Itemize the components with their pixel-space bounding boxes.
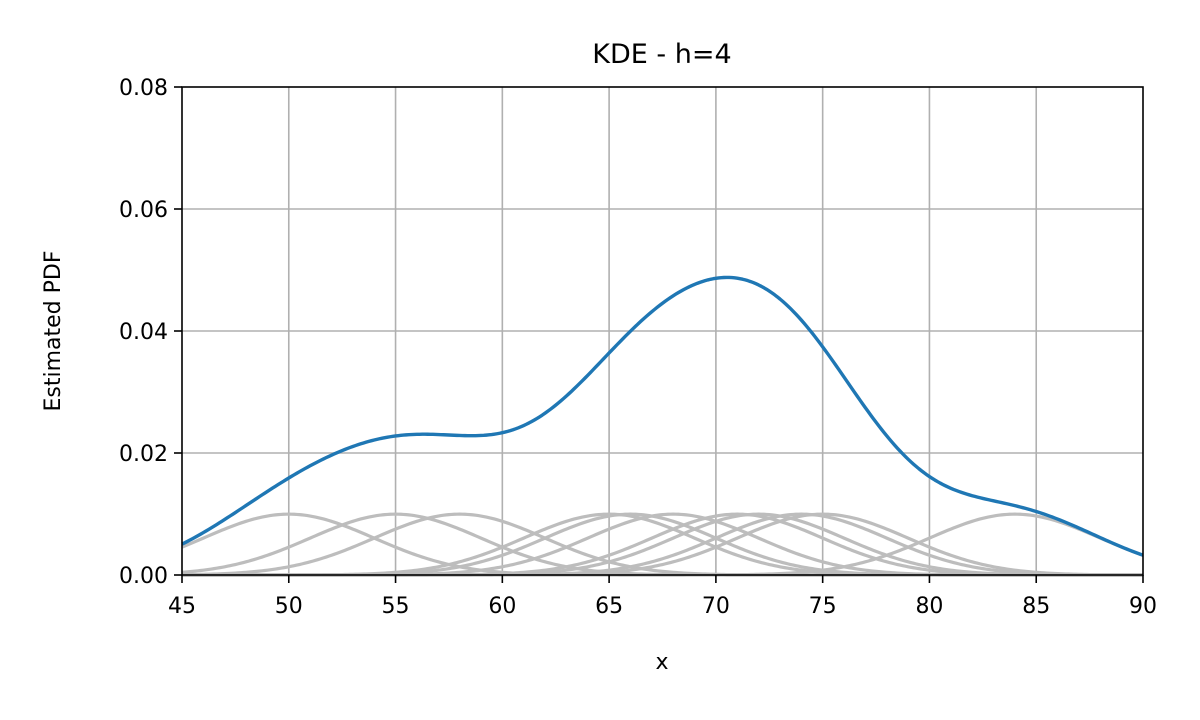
x-tick-label: 80 [915, 594, 943, 619]
y-tick-label: 0.06 [119, 198, 168, 223]
kernel-curves [181, 512, 1144, 577]
kde-curve [181, 275, 1144, 557]
chart-title: KDE - h=4 [592, 39, 731, 70]
y-axis-label: Estimated PDF [41, 251, 66, 412]
x-tick-label: 85 [1022, 594, 1050, 619]
x-tick-label: 45 [168, 594, 196, 619]
y-tick-label: 0.04 [119, 320, 168, 345]
y-tick-label: 0.02 [119, 442, 168, 467]
x-tick-label: 90 [1129, 594, 1157, 619]
x-tick-label: 60 [488, 594, 516, 619]
y-tick-label: 0.08 [119, 76, 168, 101]
x-tick-label: 50 [275, 594, 303, 619]
x-tick-label: 55 [382, 594, 410, 619]
kde-curve-group [181, 275, 1144, 557]
grid-lines [182, 87, 1143, 575]
x-tick-label: 70 [702, 594, 730, 619]
x-axis-label: x [655, 650, 668, 675]
y-tick-label: 0.00 [119, 564, 168, 589]
x-tick-label: 65 [595, 594, 623, 619]
y-axis-ticks: 0.00 0.02 0.04 0.06 0.08 [119, 76, 182, 589]
x-axis-ticks: 45 50 55 60 65 70 75 80 85 90 [168, 575, 1157, 619]
x-tick-label: 75 [809, 594, 837, 619]
